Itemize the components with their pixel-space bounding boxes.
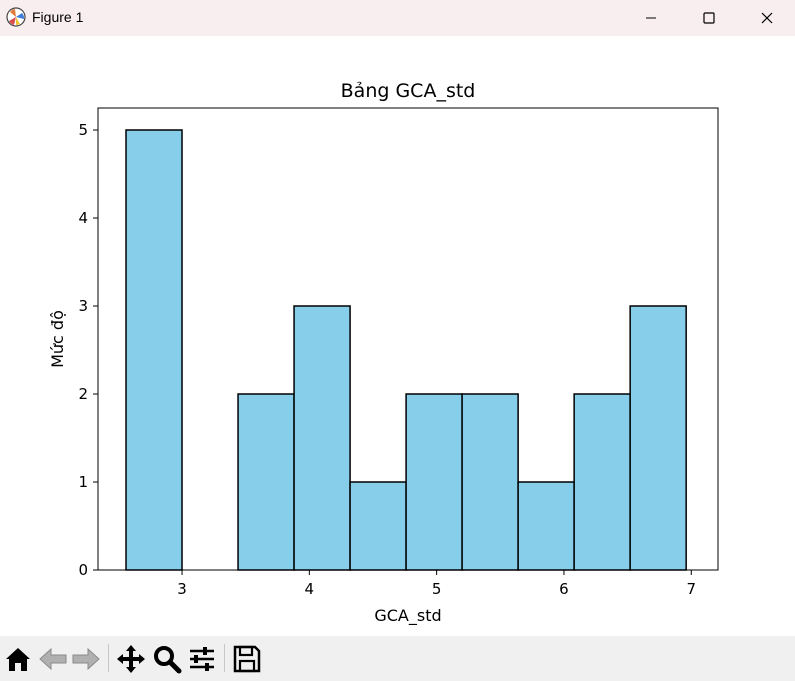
x-tick-label: 5	[432, 580, 442, 598]
maximize-icon	[703, 12, 715, 24]
histogram-bar	[517, 481, 575, 571]
close-button[interactable]	[738, 0, 795, 36]
histogram-bar	[573, 393, 631, 571]
x-tick-label: 7	[686, 580, 696, 598]
minimize-icon	[646, 17, 656, 19]
x-ticks: 3 4 5 6 7	[177, 570, 696, 598]
figure-canvas[interactable]: Bảng GCA_std 3 4 5 6 7 0 1 2 3 4 5 GCA_std Mức độ	[0, 36, 795, 636]
axes-frame	[97, 107, 719, 571]
save-icon[interactable]	[232, 644, 262, 674]
y-ticks: 0 1 2 3 4 5	[78, 121, 98, 579]
close-icon	[761, 12, 773, 24]
histogram-bar	[237, 393, 295, 571]
navigation-toolbar	[0, 636, 795, 681]
window-titlebar: Figure 1	[0, 0, 795, 36]
window-title: Figure 1	[32, 9, 84, 25]
zoom-icon[interactable]	[152, 644, 182, 674]
histogram-bar	[125, 129, 183, 571]
x-axis-label: GCA_std	[374, 606, 441, 626]
y-tick-label: 1	[78, 473, 88, 491]
x-tick-label: 3	[177, 580, 187, 598]
histogram-bar	[461, 393, 519, 571]
histogram-bar	[293, 305, 351, 571]
matplotlib-logo-icon	[6, 7, 26, 27]
histogram-bar	[629, 305, 687, 571]
y-tick-label: 5	[78, 121, 88, 139]
back-icon[interactable]	[38, 644, 68, 674]
histogram-bar	[349, 481, 407, 571]
histogram-bar	[405, 393, 463, 571]
x-tick-label: 6	[559, 580, 569, 598]
home-icon[interactable]	[3, 644, 33, 674]
minimize-button[interactable]	[622, 0, 680, 36]
histogram-chart: Bảng GCA_std 3 4 5 6 7 0 1 2 3 4 5 GCA_std Mức độ	[48, 80, 719, 626]
pan-icon[interactable]	[116, 644, 146, 674]
maximize-button[interactable]	[680, 0, 738, 36]
y-tick-label: 4	[78, 209, 88, 227]
configure-icon[interactable]	[187, 644, 217, 674]
forward-icon[interactable]	[71, 644, 101, 674]
y-tick-label: 0	[78, 561, 88, 579]
bars-group	[125, 129, 687, 571]
toolbar-separator	[108, 644, 109, 672]
y-tick-label: 3	[78, 297, 88, 315]
y-tick-label: 2	[78, 385, 88, 403]
y-axis-label: Mức độ	[48, 310, 67, 368]
x-tick-label: 4	[305, 580, 315, 598]
toolbar-separator	[224, 644, 225, 672]
chart-title: Bảng GCA_std	[341, 80, 476, 102]
